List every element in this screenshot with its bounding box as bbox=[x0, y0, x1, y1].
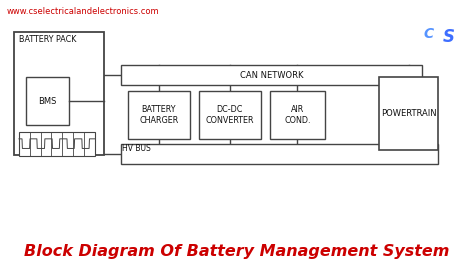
Bar bbox=[19, 132, 95, 156]
Text: POWERTRAIN: POWERTRAIN bbox=[381, 109, 437, 118]
Bar bbox=[121, 144, 438, 164]
Bar bbox=[379, 77, 438, 150]
Bar bbox=[26, 77, 69, 125]
Text: CAN NETWORK: CAN NETWORK bbox=[240, 71, 303, 80]
Bar bbox=[199, 91, 261, 139]
Text: DC-DC
CONVERTER: DC-DC CONVERTER bbox=[206, 105, 254, 124]
Bar bbox=[121, 65, 422, 85]
Text: BATTERY
CHARGER: BATTERY CHARGER bbox=[139, 105, 178, 124]
Text: AIR
COND.: AIR COND. bbox=[284, 105, 310, 124]
Text: C: C bbox=[424, 27, 434, 41]
Bar bbox=[128, 91, 190, 139]
Text: BMS: BMS bbox=[38, 97, 56, 106]
Text: www.cselectricalandelectronics.com: www.cselectricalandelectronics.com bbox=[7, 7, 160, 16]
Text: HV BUS: HV BUS bbox=[122, 144, 151, 153]
Text: Block Diagram Of Battery Management System: Block Diagram Of Battery Management Syst… bbox=[24, 244, 450, 259]
Text: BATTERY PACK: BATTERY PACK bbox=[19, 35, 76, 44]
Bar bbox=[270, 91, 325, 139]
Bar bbox=[14, 32, 104, 155]
Text: S: S bbox=[443, 28, 455, 46]
